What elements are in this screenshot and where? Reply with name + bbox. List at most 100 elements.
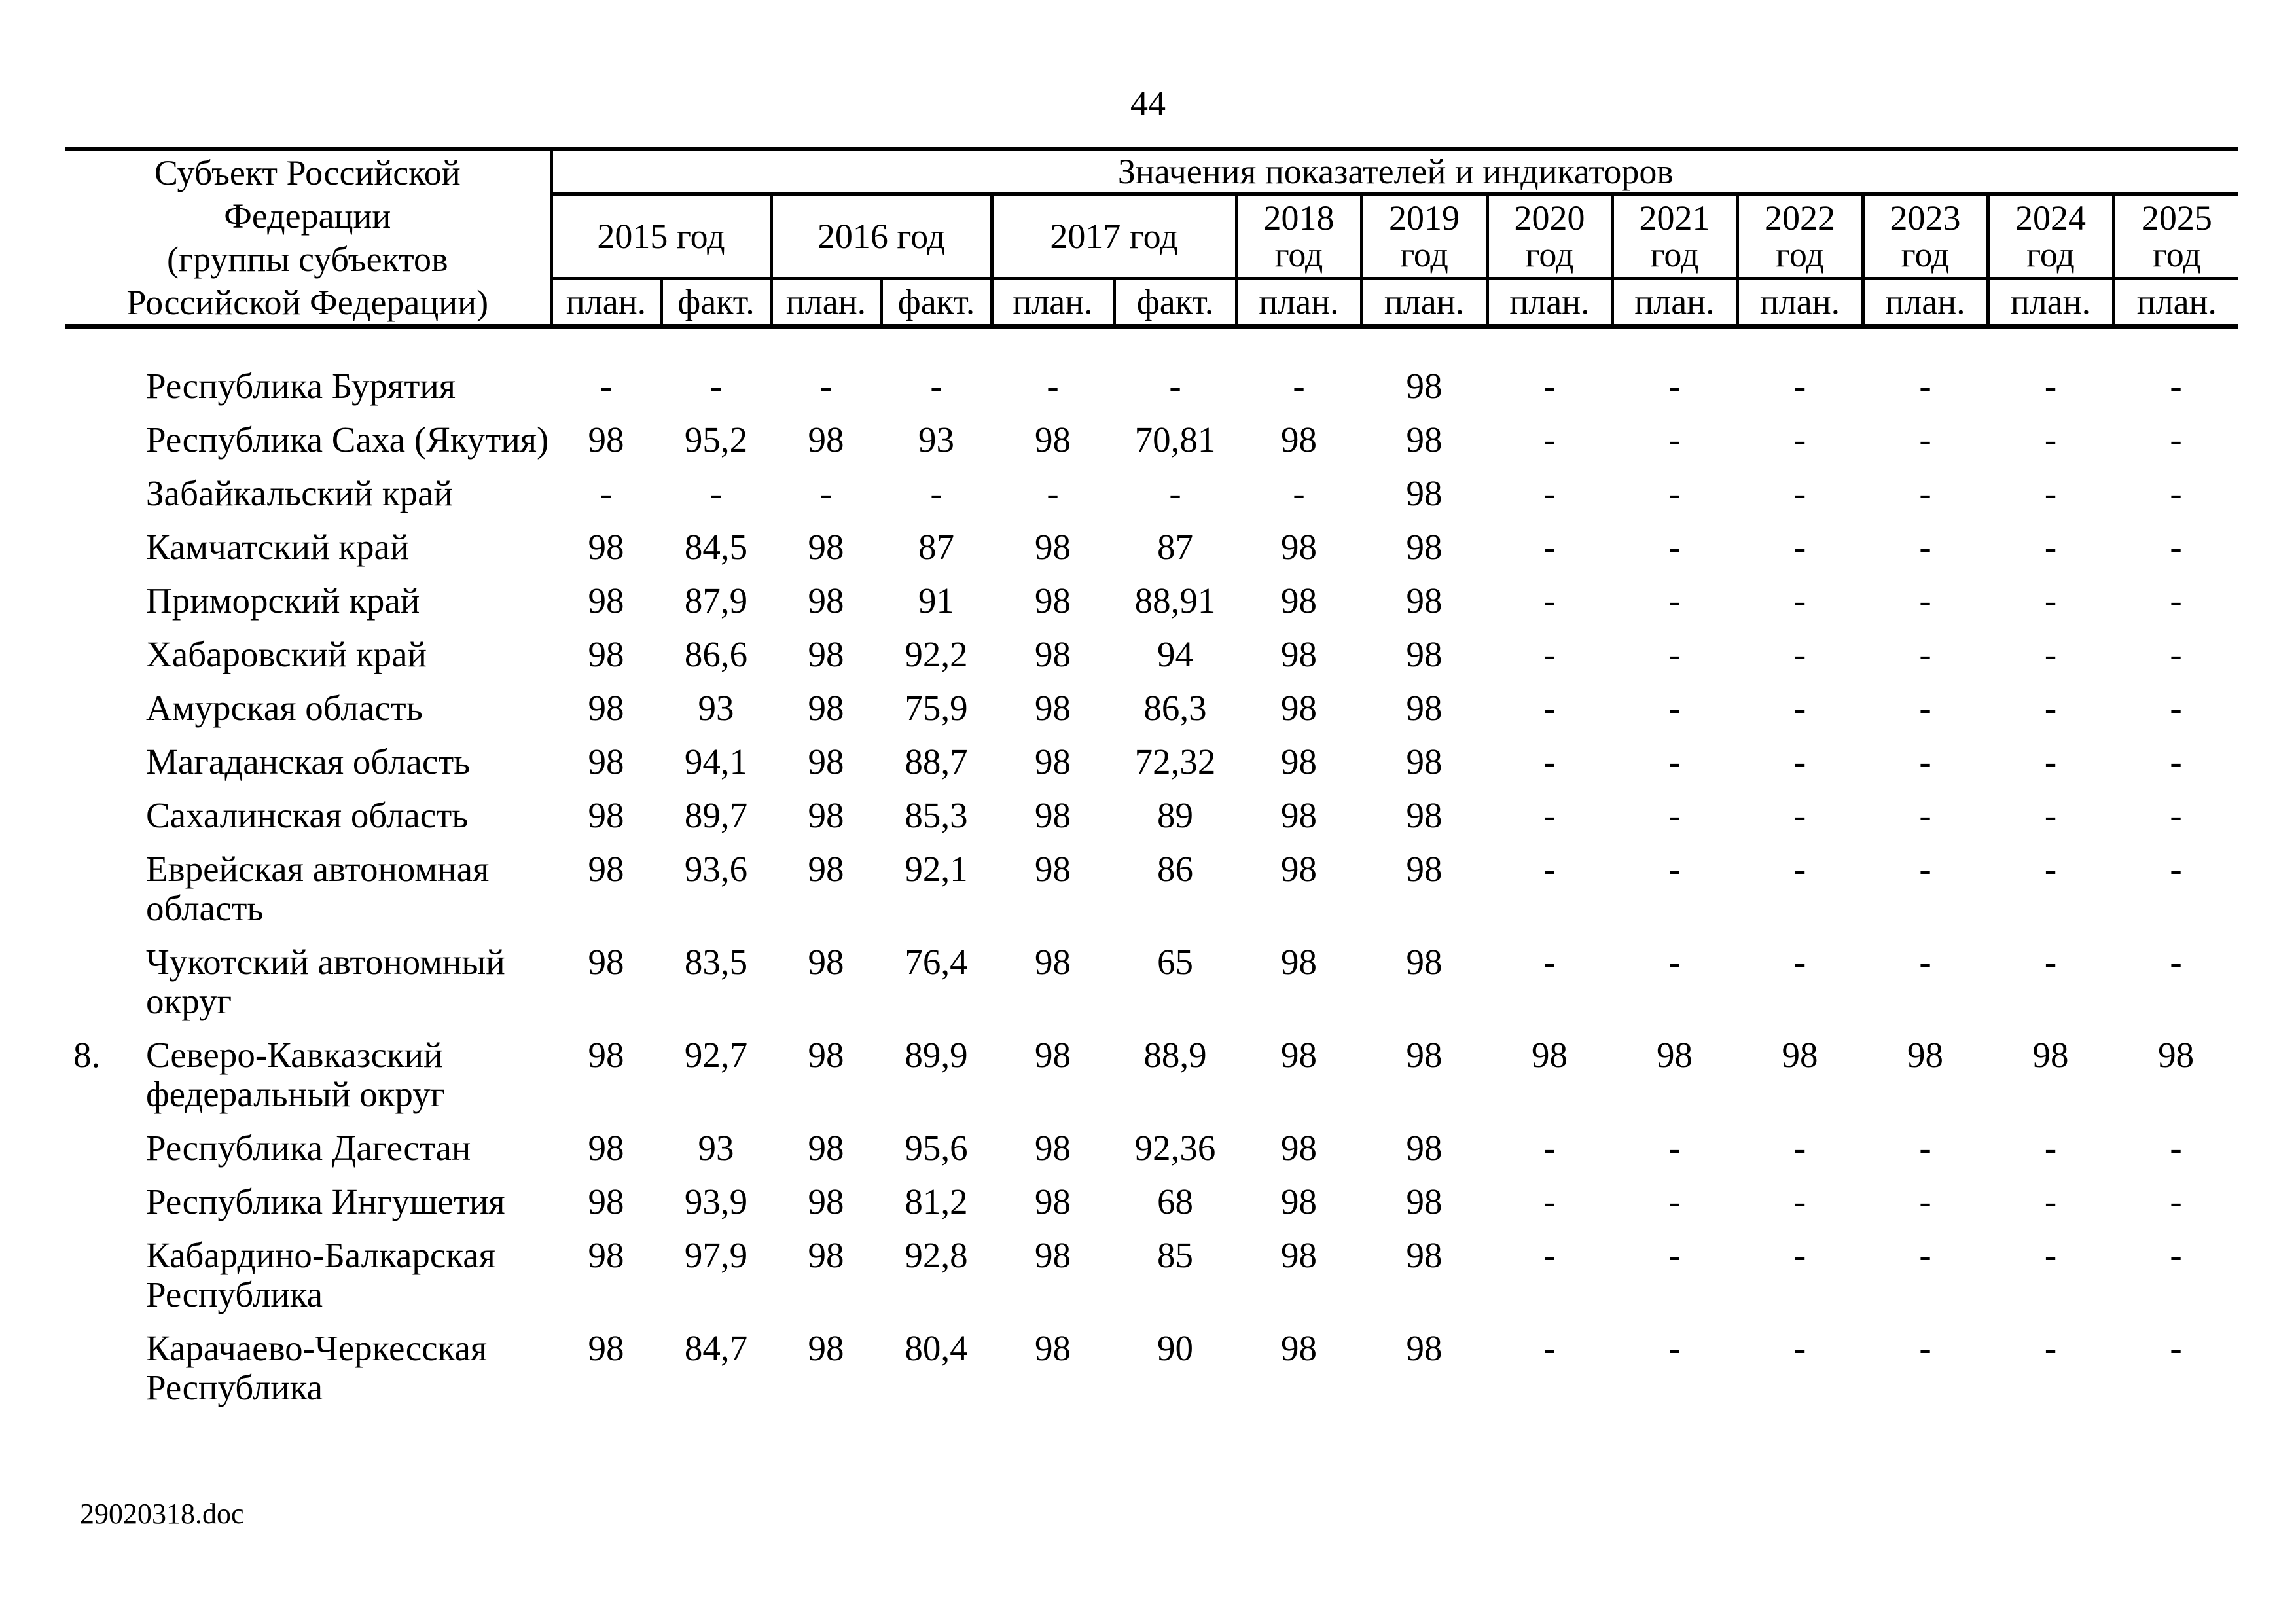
subject-header-cell: Субъект Российской Федерации (группы суб…	[65, 147, 553, 329]
value-cell: -	[1543, 1328, 1556, 1368]
value-cell: 98	[1281, 1128, 1317, 1168]
value-cell: -	[1543, 366, 1556, 406]
value-cell: -	[2170, 688, 2182, 728]
value-cell: -	[1919, 942, 1931, 982]
table-row: Приморский край 98 87,9 98 91 98 88,91 98 98 - - - -…	[65, 581, 2238, 635]
value-cell: -	[1543, 795, 1556, 835]
value-cell: 87	[918, 527, 954, 567]
value-cell: 95,6	[905, 1128, 968, 1168]
value-cell: -	[600, 366, 613, 406]
value-cell: 98	[1406, 742, 1443, 782]
value-cell: -	[1668, 688, 1681, 728]
value-cell: 98	[2032, 1035, 2069, 1075]
value-cell: -	[1793, 1128, 1806, 1168]
region-name: Камчатский край	[146, 527, 410, 567]
plan-header-cell: план.	[1487, 278, 1614, 329]
value-cell: -	[1668, 849, 1681, 889]
region-name: Республика Ингушетия	[146, 1182, 505, 1221]
value-cell: -	[1543, 688, 1556, 728]
region-name: Чукотский автономный округ	[146, 942, 505, 1021]
value-cell: -	[1543, 527, 1556, 567]
table-row: Сахалинская область 98 89,7 98 85,3 98 89 98 98 -…	[65, 796, 2238, 850]
plan-header-cell: план.	[1863, 278, 1990, 329]
value-cell: 94	[1157, 634, 1193, 674]
region-name: Хабаровский край	[146, 634, 427, 674]
value-cell: 98	[588, 420, 624, 460]
value-cell: 98	[1782, 1035, 1818, 1075]
value-cell: -	[930, 366, 942, 406]
region-name-cell: Сахалинская область	[65, 796, 551, 850]
region-name: Еврейская автономная область	[146, 849, 490, 928]
value-cell: -	[1919, 1328, 1931, 1368]
subject-header-line: Российской Федерации)	[126, 283, 489, 322]
region-name-cell: Республика Ингушетия	[65, 1182, 551, 1236]
value-cell: 98	[1281, 942, 1317, 982]
value-cell: -	[1293, 473, 1305, 513]
value-cell: 98	[1035, 420, 1071, 460]
region-name-cell: Амурская область	[65, 689, 551, 742]
value-cell: -	[1919, 688, 1931, 728]
value-cell: 98	[1406, 1128, 1443, 1168]
plan-header-cell: план.	[2113, 278, 2239, 329]
value-cell: 98	[1406, 942, 1443, 982]
year-header-cell: 2021 год	[1612, 194, 1739, 280]
value-cell: -	[1793, 581, 1806, 621]
value-cell: 98	[1406, 420, 1443, 460]
subject-header-line: Субъект Российской Федерации	[154, 153, 461, 236]
value-cell: -	[709, 366, 723, 406]
table-row: Магаданская область 98 94,1 98 88,7 98 72,32 98…	[65, 742, 2238, 796]
value-cell: 83,5	[684, 942, 748, 982]
region-name-cell: Магаданская область	[65, 742, 551, 796]
value-cell: -	[2170, 742, 2182, 782]
value-cell: 98	[2158, 1035, 2195, 1075]
region-name: Республика Саха (Якутия)	[146, 420, 549, 460]
value-cell: -	[2170, 473, 2182, 513]
table-row: Кабардино-Балкарская Республика 98 97,9 98 9…	[65, 1236, 2238, 1329]
value-cell: -	[1543, 420, 1556, 460]
value-cell: 98	[588, 581, 624, 621]
value-cell: -	[1293, 366, 1305, 406]
plan-header-cell: план.	[551, 278, 663, 329]
value-cell: 68	[1157, 1182, 1193, 1221]
value-cell: -	[1919, 420, 1931, 460]
value-cell: -	[1543, 1128, 1556, 1168]
value-cell: -	[1919, 527, 1931, 567]
value-cell: 88,7	[905, 742, 968, 782]
fact-header-cell: факт.	[1114, 278, 1238, 329]
value-cell: 98	[1406, 581, 1443, 621]
header-row-years: 2015 год 2016 год 2017 год 2018 год 2019…	[65, 194, 2239, 280]
value-cell: -	[1543, 942, 1556, 982]
value-cell: 98	[808, 849, 844, 889]
value-cell: -	[2170, 420, 2182, 460]
value-cell: 98	[588, 1182, 624, 1221]
region-name-cell: Кабардино-Балкарская Республика	[65, 1236, 551, 1329]
value-cell: 85	[1157, 1235, 1193, 1275]
value-cell: 98	[808, 1235, 844, 1275]
value-cell: 98	[1035, 849, 1071, 889]
value-cell: 98	[588, 849, 624, 889]
value-cell: 92,2	[905, 634, 968, 674]
value-cell: -	[1919, 581, 1931, 621]
year-header-cell: 2018 год	[1236, 194, 1363, 280]
value-cell: 98	[1406, 366, 1443, 406]
value-cell: -	[2044, 795, 2057, 835]
value-cell: 98	[1281, 849, 1317, 889]
value-cell: 93,6	[684, 849, 748, 889]
value-cell: 98	[588, 527, 624, 567]
value-cell: -	[1668, 366, 1681, 406]
plan-header-cell: план.	[1737, 278, 1865, 329]
value-cell: -	[1919, 742, 1931, 782]
value-cell: -	[1919, 473, 1931, 513]
value-cell: -	[1047, 366, 1059, 406]
value-cell: -	[1668, 581, 1681, 621]
value-cell: 94,1	[684, 742, 748, 782]
value-cell: 89	[1157, 795, 1193, 835]
value-cell: -	[1793, 527, 1806, 567]
value-cell: 72,32	[1134, 742, 1216, 782]
value-cell: 98	[1406, 849, 1443, 889]
value-cell: 65	[1157, 942, 1193, 982]
year-header-cell: 2024 год	[1988, 194, 2115, 280]
value-cell: 98	[1406, 527, 1443, 567]
value-cell: 91	[918, 581, 954, 621]
